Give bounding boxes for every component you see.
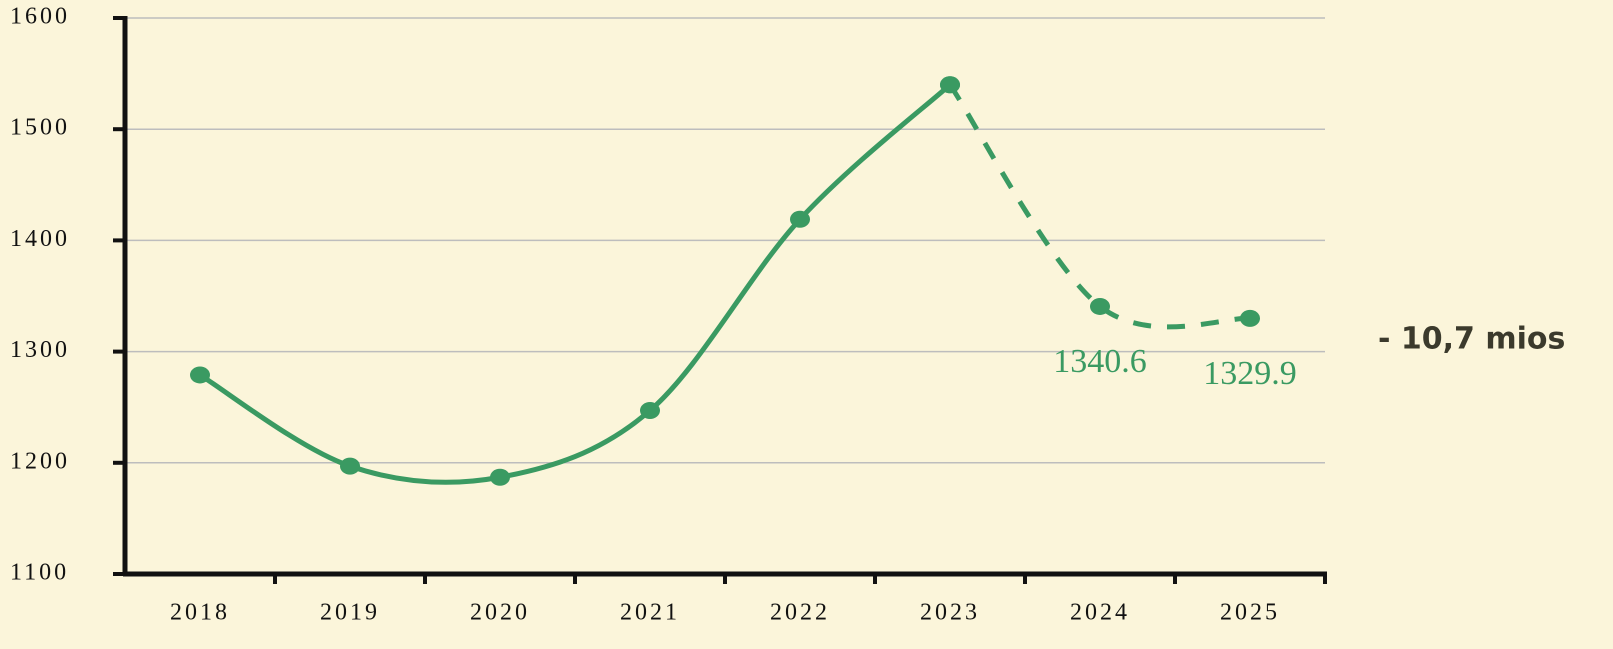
line [198, 82, 952, 485]
marker [940, 76, 960, 94]
data-label: 1340.6 [1053, 343, 1147, 380]
marker [190, 366, 210, 384]
x-tick-label: 2019 [320, 600, 380, 626]
line [947, 83, 1251, 330]
x-tick-label: 2021 [620, 600, 680, 626]
y-tick-label: 1500 [10, 115, 70, 141]
x-tick-label: 2023 [920, 600, 980, 626]
annotation: - 10,7 mios [1378, 322, 1565, 357]
marker [790, 210, 810, 228]
data-label: 1329.9 [1203, 355, 1297, 392]
y-tick-label: 1600 [10, 4, 70, 30]
marker [640, 402, 660, 420]
y-tick-label: 1200 [10, 448, 70, 474]
marker [1090, 297, 1110, 315]
y-tick-label: 1100 [10, 560, 69, 586]
marker [490, 468, 510, 486]
marker [1240, 309, 1260, 327]
x-tick-label: 2024 [1070, 600, 1130, 626]
x-tick-label: 2020 [470, 600, 530, 626]
y-tick-label: 1400 [10, 226, 70, 252]
x-tick-label: 2018 [170, 600, 230, 626]
y-tick-label: 1300 [10, 337, 70, 363]
x-tick-label: 2025 [1220, 600, 1280, 626]
x-tick-label: 2022 [770, 600, 830, 626]
marker [340, 457, 360, 475]
